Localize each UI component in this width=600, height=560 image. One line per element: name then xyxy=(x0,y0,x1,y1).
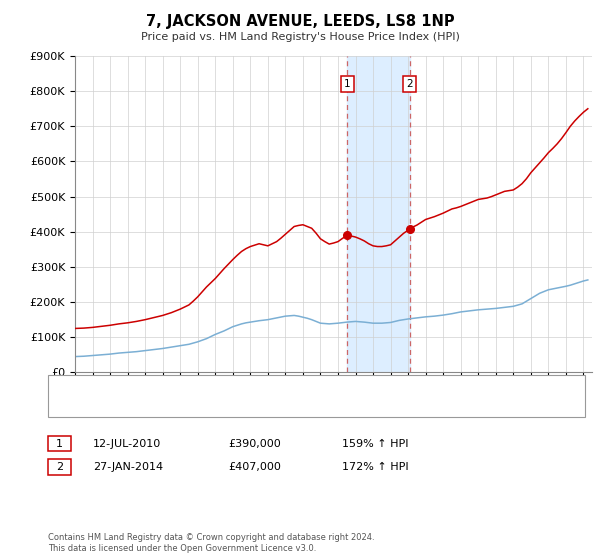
Text: 27-JAN-2014: 27-JAN-2014 xyxy=(93,462,163,472)
Text: Contains HM Land Registry data © Crown copyright and database right 2024.: Contains HM Land Registry data © Crown c… xyxy=(48,533,374,542)
Text: 172% ↑ HPI: 172% ↑ HPI xyxy=(342,462,409,472)
Text: 1: 1 xyxy=(344,79,351,89)
Text: HPI: Average price, semi-detached house, Leeds: HPI: Average price, semi-detached house,… xyxy=(81,400,322,410)
Text: 159% ↑ HPI: 159% ↑ HPI xyxy=(342,438,409,449)
Text: £390,000: £390,000 xyxy=(228,438,281,449)
Text: 2: 2 xyxy=(56,462,63,472)
Text: 2: 2 xyxy=(406,79,413,89)
Text: 7, JACKSON AVENUE, LEEDS, LS8 1NP (semi-detached house): 7, JACKSON AVENUE, LEEDS, LS8 1NP (semi-… xyxy=(81,382,386,392)
Text: —: — xyxy=(55,398,71,413)
Bar xyxy=(347,56,410,372)
Text: 1: 1 xyxy=(56,438,63,449)
Text: £407,000: £407,000 xyxy=(228,462,281,472)
Text: 12-JUL-2010: 12-JUL-2010 xyxy=(93,438,161,449)
Text: —: — xyxy=(55,380,71,394)
Text: Price paid vs. HM Land Registry's House Price Index (HPI): Price paid vs. HM Land Registry's House … xyxy=(140,32,460,43)
Text: This data is licensed under the Open Government Licence v3.0.: This data is licensed under the Open Gov… xyxy=(48,544,316,553)
Text: 7, JACKSON AVENUE, LEEDS, LS8 1NP: 7, JACKSON AVENUE, LEEDS, LS8 1NP xyxy=(146,14,454,29)
